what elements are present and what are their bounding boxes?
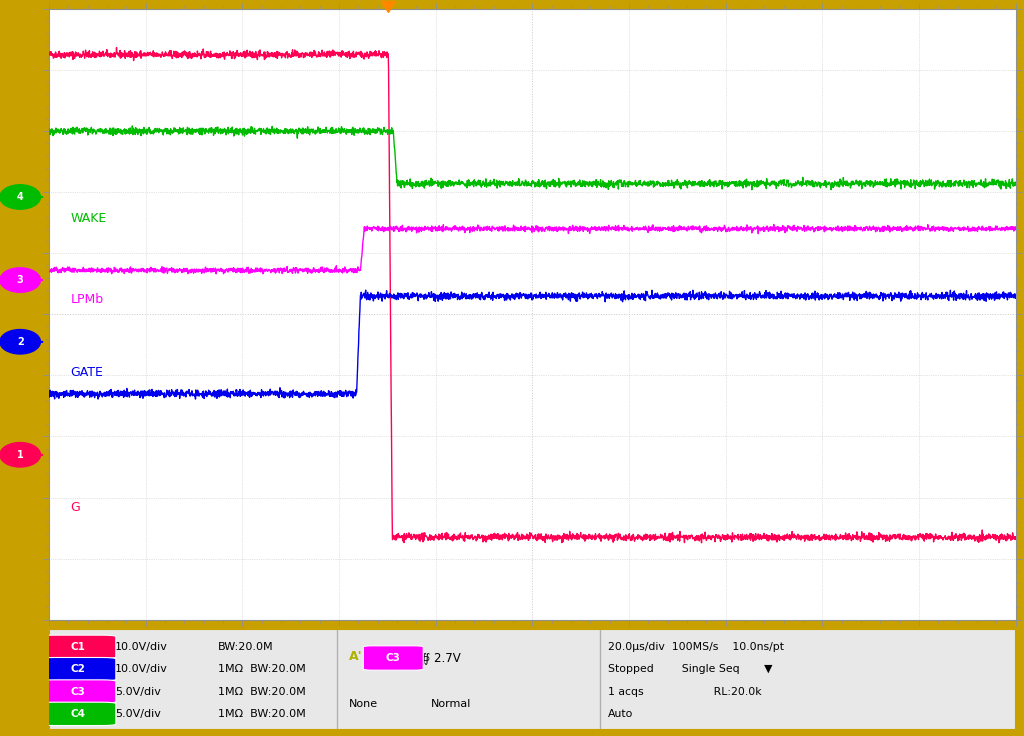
Ellipse shape: [0, 185, 41, 209]
Text: A': A': [349, 651, 362, 663]
Text: G: G: [71, 500, 80, 514]
Text: Stopped        Single Seq       ▼: Stopped Single Seq ▼: [608, 664, 772, 674]
Text: 20.0μs/div  100MS/s    10.0ns/pt: 20.0μs/div 100MS/s 10.0ns/pt: [608, 642, 784, 652]
Text: BW:20.0M: BW:20.0M: [218, 642, 274, 652]
FancyBboxPatch shape: [41, 680, 116, 703]
Polygon shape: [382, 1, 395, 13]
Text: ∯ 2.7V: ∯ 2.7V: [421, 651, 461, 665]
Text: 5.0V/div: 5.0V/div: [115, 687, 161, 696]
FancyBboxPatch shape: [41, 657, 116, 681]
Text: WAKE: WAKE: [71, 212, 106, 225]
Text: 1: 1: [16, 450, 24, 460]
FancyBboxPatch shape: [41, 635, 116, 659]
Text: 2: 2: [16, 337, 24, 347]
Ellipse shape: [0, 330, 41, 354]
Ellipse shape: [0, 268, 41, 292]
Text: 4: 4: [16, 192, 24, 202]
Text: Auto: Auto: [608, 709, 633, 719]
Text: 1MΩ  BW:20.0M: 1MΩ BW:20.0M: [218, 687, 306, 696]
Text: 3: 3: [16, 275, 24, 285]
Text: 1MΩ  BW:20.0M: 1MΩ BW:20.0M: [218, 709, 306, 719]
Text: Normal: Normal: [431, 698, 471, 709]
Text: C4: C4: [71, 709, 86, 719]
FancyBboxPatch shape: [364, 645, 423, 670]
Text: None: None: [349, 698, 378, 709]
Text: C3: C3: [386, 653, 400, 663]
Text: C3: C3: [71, 687, 86, 696]
Text: LPMb: LPMb: [71, 293, 103, 306]
Text: C2: C2: [71, 664, 86, 674]
Text: C1: C1: [71, 642, 86, 652]
Text: 1MΩ  BW:20.0M: 1MΩ BW:20.0M: [218, 664, 306, 674]
Text: 1 acqs                    RL:20.0k: 1 acqs RL:20.0k: [608, 687, 762, 696]
FancyBboxPatch shape: [41, 702, 116, 726]
Text: 5.0V/div: 5.0V/div: [115, 709, 161, 719]
Text: GATE: GATE: [71, 367, 103, 379]
Text: 10.0V/div: 10.0V/div: [115, 664, 168, 674]
Ellipse shape: [0, 442, 41, 467]
Text: 10.0V/div: 10.0V/div: [115, 642, 168, 652]
